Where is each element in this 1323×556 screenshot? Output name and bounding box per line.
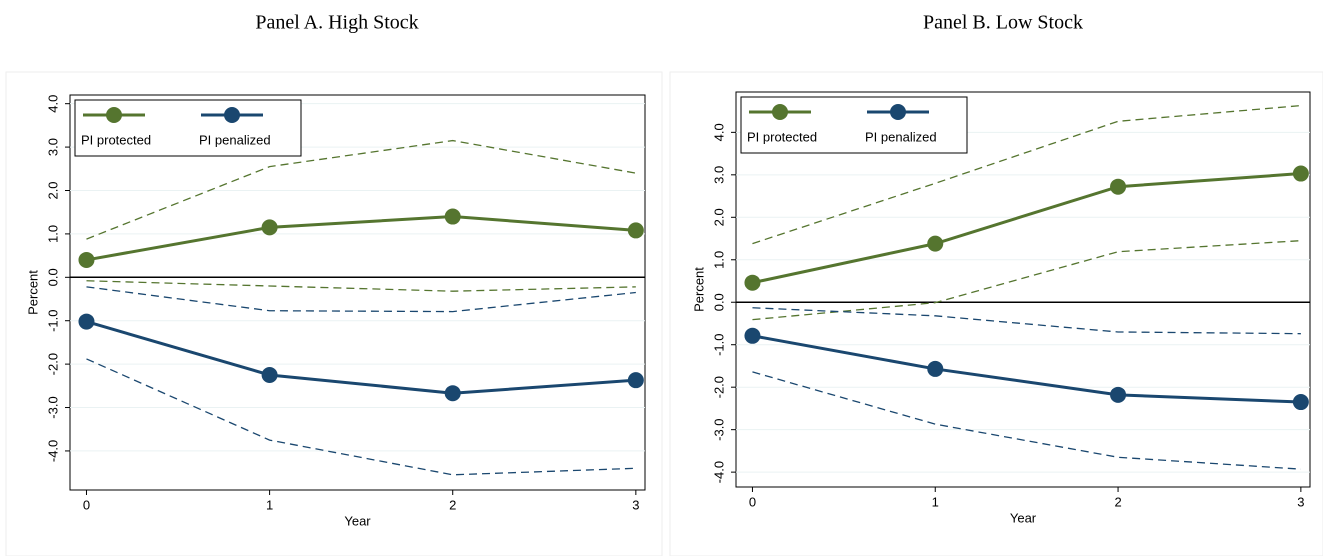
y-tick-label: 0.0 [45, 268, 60, 286]
y-tick-label: 3.0 [45, 138, 60, 156]
chart-title: Panel A. High Stock [255, 12, 418, 34]
confidence-line [752, 104, 1301, 245]
x-tick-label: 0 [749, 494, 756, 509]
confidence-line [86, 280, 636, 292]
marker [444, 208, 461, 225]
marker [627, 222, 644, 239]
marker [78, 313, 95, 330]
confidence-line [752, 371, 1301, 470]
legend-marker [890, 104, 906, 120]
x-axis-label: Year [344, 513, 371, 528]
series-line [752, 172, 1301, 285]
series-line [86, 320, 636, 395]
y-axis-label: Percent [691, 267, 706, 312]
x-tick-label: 3 [632, 497, 639, 512]
x-tick-label: 1 [932, 494, 939, 509]
confidence-line [86, 139, 636, 240]
chart-title: Panel B. Low Stock [923, 12, 1083, 34]
y-tick-label: -3.0 [711, 418, 726, 440]
x-tick-label: 1 [266, 497, 273, 512]
y-tick-label: 0.0 [711, 293, 726, 311]
marker [1110, 178, 1127, 195]
legend-marker [224, 107, 240, 123]
y-tick-label: -4.0 [45, 440, 60, 462]
confidence-line [86, 358, 636, 476]
x-tick-label: 2 [449, 497, 456, 512]
marker [927, 235, 944, 252]
plot-area [735, 91, 1311, 488]
legend-box [74, 99, 302, 157]
marker [627, 372, 644, 389]
y-tick-label: 2.0 [711, 208, 726, 226]
confidence-line [752, 307, 1301, 335]
marker [1292, 394, 1309, 411]
y-tick-label: 4.0 [45, 95, 60, 113]
x-tick-label: 2 [1114, 494, 1121, 509]
legend-marker [772, 104, 788, 120]
marker [744, 327, 761, 344]
y-axis-label: Percent [25, 270, 40, 315]
x-tick-label: 0 [83, 497, 90, 512]
marker [261, 219, 278, 236]
marker [261, 366, 278, 383]
plot-area [69, 94, 646, 491]
marker [1292, 165, 1309, 182]
legend-label: PI penalized [199, 132, 271, 147]
y-tick-label: 2.0 [45, 181, 60, 199]
y-tick-label: -1.0 [711, 334, 726, 356]
y-tick-label: -2.0 [711, 376, 726, 398]
y-tick-label: 1.0 [45, 225, 60, 243]
y-tick-label: 4.0 [711, 123, 726, 141]
series-line [752, 334, 1301, 404]
x-axis-label: Year [1010, 510, 1037, 525]
y-tick-label: -3.0 [45, 396, 60, 418]
marker [744, 274, 761, 291]
legend-label: PI protected [81, 132, 151, 147]
series-line [86, 215, 636, 262]
marker [927, 360, 944, 377]
legend-box [740, 96, 968, 154]
x-tick-label: 3 [1297, 494, 1304, 509]
y-tick-label: -2.0 [45, 353, 60, 375]
y-tick-label: 3.0 [711, 166, 726, 184]
legend-label: PI protected [747, 129, 817, 144]
marker [444, 385, 461, 402]
legend-marker [106, 107, 122, 123]
marker [78, 251, 95, 268]
y-tick-label: -4.0 [711, 461, 726, 483]
y-tick-label: 1.0 [711, 251, 726, 269]
confidence-line [86, 286, 636, 313]
legend-label: PI penalized [865, 129, 937, 144]
marker [1110, 386, 1127, 403]
y-tick-label: -1.0 [45, 310, 60, 332]
